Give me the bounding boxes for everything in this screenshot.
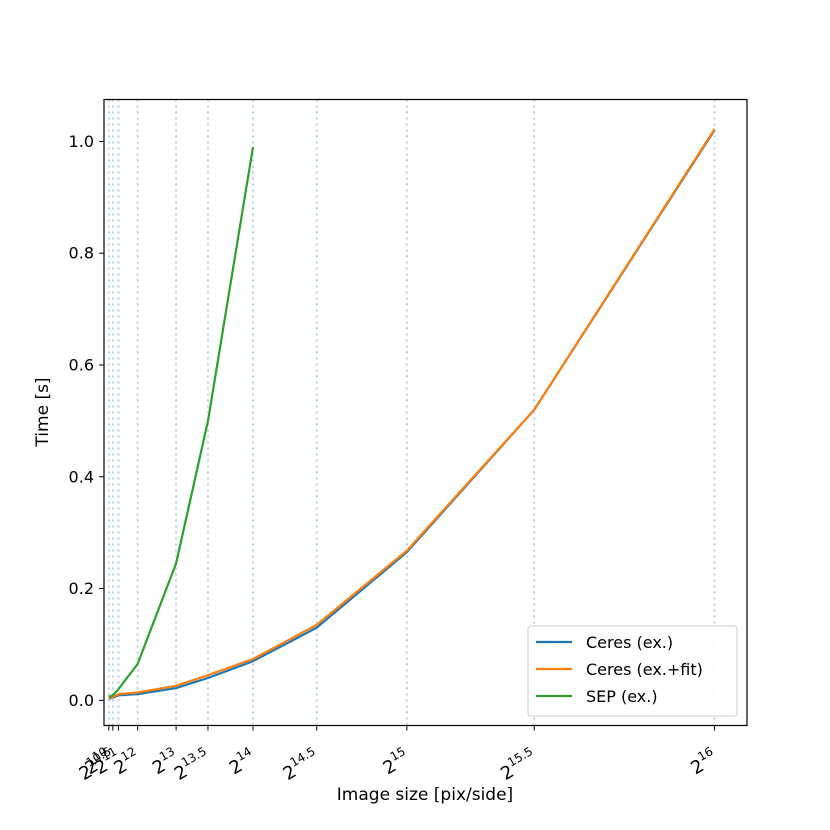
y-ticks: 0.0 0.2 0.4 0.6 0.8 1.0 (69, 132, 104, 710)
legend-label-2: SEP (ex.) (586, 687, 658, 706)
y-tick-label-4: 0.8 (69, 244, 94, 263)
x-tick-label-6: 214 (224, 744, 260, 779)
legend-label-0: Ceres (ex.) (586, 633, 673, 652)
legend-box (527, 625, 738, 717)
y-tick-label-0: 0.0 (69, 691, 94, 710)
y-tick-label-5: 1.0 (69, 132, 94, 151)
series-lines (108, 128, 716, 700)
x-axis-label: Image size [pix/side] (337, 785, 513, 805)
legend: Ceres (ex.) Ceres (ex.+fit) SEP (ex.) (527, 625, 738, 717)
y-tick-label-2: 0.4 (69, 467, 94, 486)
y-axis-label: Time [s] (33, 377, 53, 447)
y-tick-label-3: 0.6 (69, 355, 94, 374)
y-tick-label-1: 0.2 (69, 579, 94, 598)
series-line-ceres-ex-fit (108, 128, 716, 700)
series-line-sep-ex (108, 146, 255, 699)
legend-label-1: Ceres (ex.+fit) (586, 660, 703, 679)
grid-lines (107, 99, 716, 726)
plot-frame (103, 98, 748, 727)
